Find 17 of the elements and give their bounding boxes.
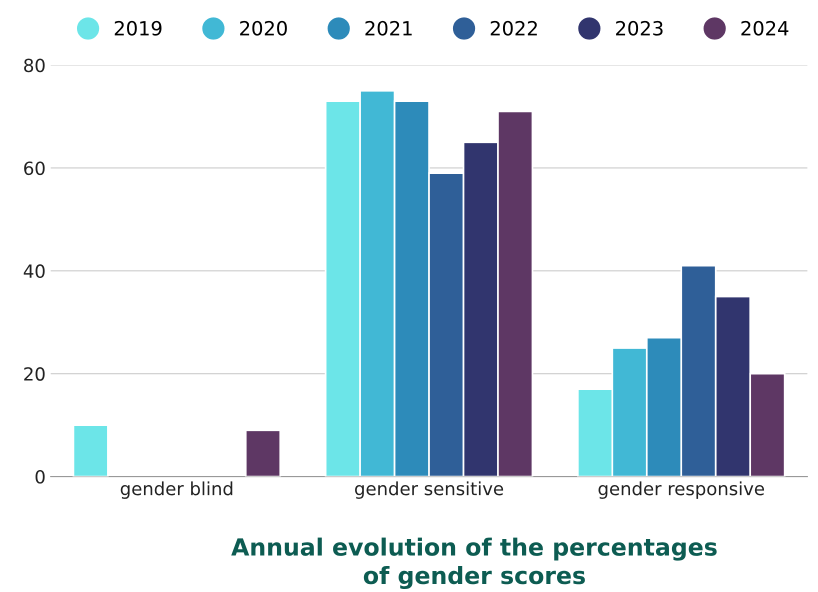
- x-tick-label: gender blind: [120, 481, 232, 499]
- legend-label: 2020: [240, 20, 287, 36]
- legend-label: 2019: [114, 20, 162, 36]
- legend-label: 2023: [616, 20, 663, 36]
- x-tick-label: gender responsive: [598, 481, 764, 499]
- legend-label: 2024: [741, 20, 788, 36]
- legend-label: 2021: [365, 20, 412, 36]
- y-tick-label: 80: [24, 58, 45, 72]
- y-tick-label: 20: [24, 367, 45, 381]
- y-tick-label: 60: [24, 161, 45, 176]
- bar: [72, 424, 109, 477]
- bar: [244, 429, 282, 477]
- x-tick-label: gender sensitive: [355, 481, 504, 499]
- y-tick-label: 0: [36, 470, 45, 484]
- legend-label: 2022: [490, 20, 537, 36]
- y-tick-label: 40: [24, 264, 45, 278]
- text: Annual evolution of the percentages of gender scores: [231, 538, 717, 590]
